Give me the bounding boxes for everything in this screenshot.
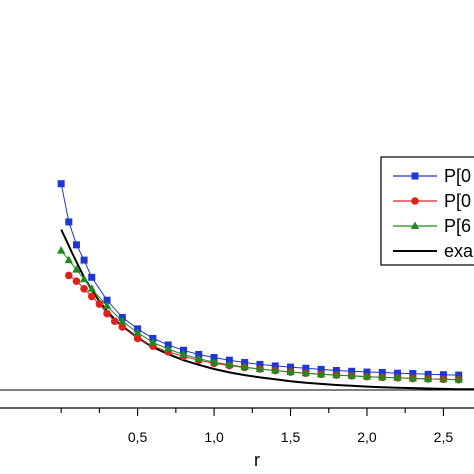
data-point <box>80 284 88 293</box>
data-point <box>409 370 417 378</box>
legend-marker <box>410 221 420 229</box>
data-point <box>210 354 218 362</box>
data-point <box>286 367 295 376</box>
data-point <box>271 366 280 374</box>
data-point <box>332 367 340 375</box>
x-tick-label: 0,5 <box>128 429 148 445</box>
legend-marker <box>411 197 419 205</box>
legend-items: P[0 P[0 P[6 exa <box>393 166 474 261</box>
series-line <box>68 274 459 381</box>
data-point <box>133 334 142 343</box>
data-point <box>423 374 433 382</box>
data-point <box>241 358 249 366</box>
data-point <box>72 241 80 249</box>
data-point <box>103 309 111 318</box>
legend-item: P[6 <box>393 216 471 236</box>
data-point <box>454 375 463 383</box>
data-point <box>362 372 372 380</box>
data-point <box>225 360 234 368</box>
data-point <box>394 369 402 377</box>
data-point <box>348 367 356 375</box>
data-point <box>56 246 66 254</box>
legend-item: P[0 <box>393 191 471 211</box>
data-point <box>408 374 418 382</box>
data-point <box>133 328 142 336</box>
data-point <box>118 323 127 331</box>
data-point <box>302 364 310 372</box>
data-point <box>363 368 371 376</box>
legend-label: P[0 <box>444 166 471 186</box>
data-point <box>87 292 96 301</box>
data-point <box>455 371 463 379</box>
x-tick-label: 1,0 <box>204 429 224 445</box>
data-point <box>393 373 402 381</box>
data-point <box>256 360 264 368</box>
data-point <box>347 371 356 379</box>
data-point <box>57 180 65 188</box>
data-point <box>225 356 233 364</box>
x-axis-ticks: 0,5 1,0 1,5 2,0 2,5 <box>60 408 454 445</box>
data-point <box>88 273 96 281</box>
data-point <box>316 369 326 378</box>
data-point <box>102 301 112 309</box>
x-tick-label: 1,5 <box>281 429 301 445</box>
data-point <box>72 265 81 273</box>
legend-box <box>380 156 474 266</box>
data-point <box>439 371 447 379</box>
series-layer <box>56 180 474 391</box>
data-point <box>378 372 387 381</box>
legend-label: exa <box>444 241 474 261</box>
series-2 <box>56 246 463 383</box>
legend-item: exa <box>393 241 474 261</box>
data-point <box>87 284 96 292</box>
data-point <box>163 344 173 353</box>
data-point <box>118 316 127 325</box>
data-point <box>287 363 295 371</box>
data-point <box>209 357 219 366</box>
data-point <box>65 271 73 280</box>
data-point <box>65 218 73 226</box>
x-axis-title: r <box>254 450 260 470</box>
data-point <box>240 362 249 371</box>
legend-item: P[0 <box>393 166 471 186</box>
legend-label: P[0 <box>444 191 471 211</box>
data-point <box>317 365 325 373</box>
data-point <box>179 349 188 358</box>
data-point <box>95 300 104 308</box>
legend: P[0 P[0 P[6 exa <box>380 156 474 266</box>
data-point <box>80 256 88 264</box>
legend-marker <box>411 172 419 180</box>
data-point <box>194 354 203 362</box>
data-point <box>301 368 311 377</box>
legend-label: P[6 <box>444 216 471 236</box>
x-tick-label: 2,5 <box>434 429 454 445</box>
data-point <box>148 337 158 346</box>
data-point <box>378 368 386 376</box>
data-point <box>271 362 279 370</box>
data-point <box>424 370 432 378</box>
data-point <box>72 277 81 285</box>
x-tick-label: 2,0 <box>357 429 377 445</box>
data-point <box>439 374 448 383</box>
data-point <box>79 274 89 283</box>
series-1 <box>65 271 463 384</box>
data-point <box>332 370 341 379</box>
data-point <box>110 317 119 326</box>
data-point <box>255 364 265 372</box>
data-point <box>64 255 74 264</box>
data-point <box>103 296 111 304</box>
